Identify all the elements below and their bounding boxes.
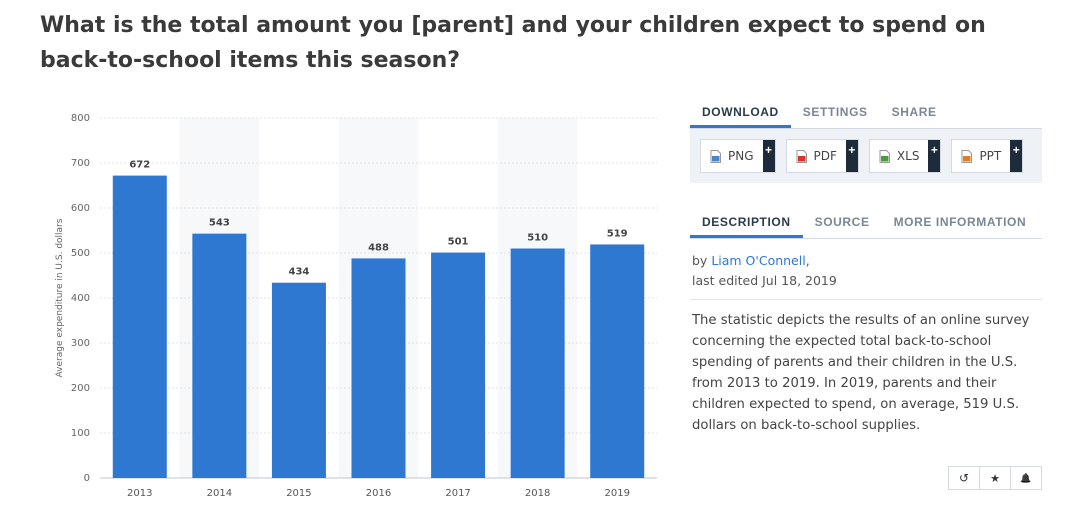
tab-more-information[interactable]: MORE INFORMATION [893,215,1027,229]
tab-settings[interactable]: SETTINGS [802,105,868,119]
ppt-label: PPT [979,149,1002,163]
xls-plus-button[interactable]: + [928,140,941,172]
y-tick-label: 600 [71,203,90,214]
y-tick-label: 700 [71,158,90,169]
y-tick-label: 200 [71,383,90,394]
y-tick-label: 400 [71,293,90,304]
x-tick-label: 2013 [127,488,152,499]
sidebar: DOWNLOAD SETTINGS SHARE PNG + PDF + XLS … [690,100,1042,436]
x-tick-label: 2014 [207,488,232,499]
x-tick-label: 2018 [525,488,550,499]
xls-label: XLS [896,149,920,163]
bar-2014 [192,233,247,478]
ppt-download-button[interactable]: PPT + [951,139,1024,173]
x-tick-label: 2016 [366,488,391,499]
star-icon: ★ [990,472,1000,485]
y-tick-label: 100 [71,428,90,439]
data-label-2015: 434 [288,267,309,278]
info-tabs: DESCRIPTION SOURCE MORE INFORMATION [690,210,1042,239]
pdf-plus-button[interactable]: + [845,140,858,172]
data-label-2014: 543 [209,218,230,229]
png-plus-button[interactable]: + [762,140,775,172]
ppt-file-icon [960,149,973,163]
bar-2018 [510,248,565,478]
download-bar: PNG + PDF + XLS + PPT + [690,129,1042,183]
author-comma: , [805,253,810,268]
download-tabs: DOWNLOAD SETTINGS SHARE [690,100,1042,129]
history-icon: ↺ [958,471,970,485]
bar-2015 [271,282,326,478]
ppt-plus-button[interactable]: + [1010,140,1023,172]
by-label: by [692,253,712,268]
description-meta: by Liam O'Connell, last edited Jul 18, 2… [690,239,1042,300]
bell-icon: 🔔 [1020,472,1032,483]
y-tick-label: 500 [71,248,90,259]
png-file-icon [709,149,722,163]
data-label-2017: 501 [448,237,469,248]
pdf-file-icon [795,149,808,163]
y-tick-label: 0 [84,473,90,484]
data-label-2018: 510 [527,233,548,244]
page-title: What is the total amount you [parent] an… [40,13,986,73]
history-button[interactable]: ↺ [949,467,980,489]
data-label-2019: 519 [607,228,628,239]
data-label-2013: 672 [129,160,150,171]
data-label-2016: 488 [368,242,389,253]
tab-download[interactable]: DOWNLOAD [690,100,791,128]
xls-file-icon [878,149,891,163]
favorite-button[interactable]: ★ [980,467,1011,489]
bar-2013 [112,175,167,478]
png-download-button[interactable]: PNG + [700,139,776,173]
last-edited: last edited Jul 18, 2019 [692,273,837,288]
y-tick-label: 800 [71,113,90,124]
chart-svg: 0 100 200 300 400 500 600 700 800 Average expendi… [55,113,657,499]
y-tick-label: 300 [71,338,90,349]
x-tick-label: 2019 [604,488,629,499]
description-text: The statistic depicts the results of an … [692,313,1030,433]
bar-2016 [351,258,406,478]
png-label: PNG [728,149,754,163]
author-link[interactable]: Liam O'Connell [711,253,806,268]
tab-source[interactable]: SOURCE [814,215,870,229]
bar-2019 [590,244,645,478]
bar-2017 [431,252,486,478]
pdf-label: PDF [813,149,837,163]
tab-description[interactable]: DESCRIPTION [690,210,803,238]
x-tick-label: 2015 [286,488,311,499]
tab-share[interactable]: SHARE [891,105,937,119]
notification-button[interactable]: 🔔 [1011,467,1041,489]
x-tick-label: 2017 [445,488,470,499]
bar-chart: 0 100 200 300 400 500 600 700 800 Average expendi… [40,100,670,510]
xls-download-button[interactable]: XLS + [868,139,942,173]
pdf-download-button[interactable]: PDF + [785,139,859,173]
action-buttons: ↺ ★ 🔔 [948,466,1042,490]
y-axis-label: Average expenditure in U.S. dollars [55,218,65,377]
